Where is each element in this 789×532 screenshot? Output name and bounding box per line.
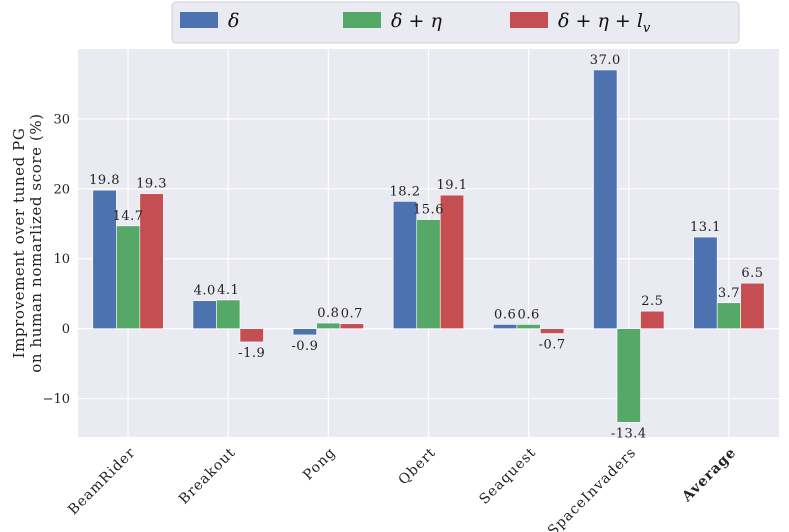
data-label: 4.0 [194, 284, 216, 299]
bars [92, 69, 765, 423]
data-label: 0.6 [494, 307, 516, 322]
data-label: 2.5 [641, 294, 663, 309]
y-tick-label: −10 [43, 392, 70, 407]
x-tick-label: Seaquest [476, 445, 539, 508]
data-label: 18.2 [390, 184, 421, 199]
legend-frame [171, 1, 740, 44]
bar [640, 310, 665, 329]
x-axis-ticks: BeamRider Breakout Pong Qbert Seaquest SpaceI… [65, 445, 740, 532]
x-tick-label: Qbert [395, 445, 439, 489]
bar [292, 328, 317, 336]
bar [593, 69, 618, 329]
bar [192, 300, 217, 329]
bar [339, 323, 364, 329]
bar [139, 193, 164, 329]
data-label: 19.3 [136, 177, 167, 192]
legend-label: δ + η [391, 10, 442, 32]
data-label: 13.1 [690, 220, 721, 235]
data-label: -1.9 [238, 346, 265, 361]
data-label: 14.7 [113, 209, 144, 224]
x-tick-label: Average [679, 445, 740, 506]
bar [239, 328, 264, 343]
data-label: 15.6 [413, 203, 444, 218]
bar [116, 225, 141, 329]
data-label: 37.0 [590, 53, 621, 68]
bar [439, 194, 465, 329]
legend-swatch [343, 12, 381, 28]
data-label: 4.1 [217, 283, 239, 298]
data-label: 19.8 [89, 173, 120, 188]
legend-label: δ [228, 10, 239, 32]
legend-label: δ + η + lv [558, 10, 651, 36]
legend-swatch [180, 12, 218, 28]
bar [516, 324, 541, 329]
data-label: 0.7 [341, 307, 363, 322]
data-label: -13.4 [611, 426, 647, 441]
y-axis-label: Improvement over tuned PGon human nomarl… [10, 113, 45, 372]
data-label: 0.6 [518, 307, 540, 322]
data-label: 19.1 [437, 178, 468, 193]
data-label: 6.5 [741, 266, 763, 281]
bar [693, 236, 718, 329]
bar [716, 302, 741, 329]
y-tick-label: 20 [53, 182, 70, 197]
data-label: 0.8 [317, 306, 339, 321]
data-label: -0.7 [539, 338, 566, 353]
x-tick-label: Pong [300, 445, 339, 484]
bar [493, 324, 518, 329]
data-label: -0.9 [291, 339, 318, 354]
bar [216, 299, 241, 329]
bar [540, 328, 565, 334]
bar [416, 219, 441, 329]
legend-swatch [510, 12, 548, 28]
y-tick-label: 0 [62, 322, 70, 337]
x-tick-label: BeamRider [65, 445, 139, 519]
data-label: 3.7 [718, 286, 740, 301]
y-axis-ticks: −10 0 10 20 30 [43, 112, 70, 407]
y-tick-label: 30 [53, 112, 70, 127]
y-tick-label: 10 [53, 252, 70, 267]
bar [616, 328, 641, 423]
bar [316, 322, 341, 329]
x-tick-label: Breakout [176, 445, 239, 508]
bar [392, 201, 418, 329]
data-labels: 19.8 14.7 19.3 4.0 4.1 -1.9 -0.9 0.8 0.7 18.2 15.6… [89, 53, 763, 441]
legend: δ δ + η δ + η + lv [171, 1, 740, 44]
bar [740, 282, 765, 329]
x-tick-label: SpaceInvaders [545, 445, 640, 532]
